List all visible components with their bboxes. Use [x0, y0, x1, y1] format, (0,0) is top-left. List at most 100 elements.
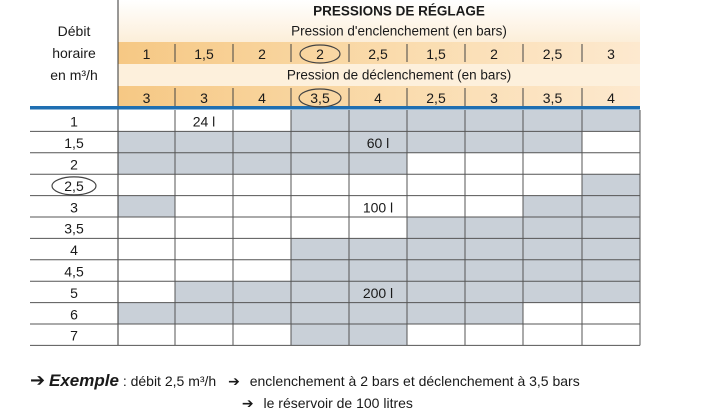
- volume-label: 24 l: [193, 114, 216, 130]
- row-label: 1: [70, 114, 78, 130]
- enclenchement-value: 3: [607, 46, 615, 62]
- shaded-cell: [291, 281, 349, 303]
- volume-label: 60 l: [367, 135, 390, 151]
- shaded-cell: [523, 110, 582, 132]
- shaded-cell: [175, 281, 233, 303]
- arrow-right-icon: ➔: [228, 373, 240, 389]
- enclenchement-title: Pression d'enclenchement (en bars): [291, 24, 507, 39]
- shaded-cell: [407, 131, 465, 153]
- shaded-cell: [291, 152, 349, 175]
- enclenchement-value: 2: [316, 46, 324, 62]
- declenchement-value: 4: [374, 90, 382, 106]
- declenchement-value: 2,5: [426, 90, 446, 106]
- enclenchement-value: 2: [258, 46, 266, 62]
- shaded-cell: [118, 195, 175, 217]
- shaded-cell: [582, 281, 640, 303]
- highlight-circle: [298, 88, 342, 108]
- shaded-cell: [291, 238, 349, 260]
- declenchement-value: 4: [607, 90, 615, 106]
- shaded-cell: [291, 324, 349, 346]
- shaded-cell: [465, 110, 523, 132]
- shaded-cell: [291, 259, 349, 282]
- declenchement-title: Pression de déclenchement (en bars): [287, 68, 511, 83]
- shaded-cell: [465, 259, 523, 282]
- header-rule: [30, 106, 640, 110]
- shaded-cell: [582, 259, 640, 282]
- row-label: 4: [70, 242, 78, 258]
- row-label: 6: [70, 306, 78, 322]
- shaded-cell: [233, 302, 291, 324]
- main-title: PRESSIONS DE RÉGLAGE: [313, 4, 485, 19]
- declenchement-value: 3: [490, 90, 498, 106]
- row-label: 1,5: [64, 135, 84, 151]
- shaded-cell: [349, 110, 407, 132]
- row-label: 3,5: [64, 221, 84, 237]
- shaded-cell: [175, 131, 233, 153]
- shaded-cell: [175, 302, 233, 324]
- example-line-2: ➔ le réservoir de 100 litres: [30, 395, 413, 412]
- shaded-cell: [349, 324, 407, 346]
- row-label: 2: [70, 157, 78, 173]
- row-header-label: horaire: [52, 45, 96, 61]
- shaded-cell: [407, 281, 465, 303]
- shaded-cell: [523, 281, 582, 303]
- shaded-cell: [582, 174, 640, 196]
- shaded-cell: [349, 238, 407, 260]
- enclenchement-value: 2,5: [543, 46, 563, 62]
- shaded-cell: [407, 259, 465, 282]
- shaded-cell: [465, 217, 523, 239]
- shaded-cell: [291, 302, 349, 324]
- declenchement-value: 4: [258, 90, 266, 106]
- shaded-cell: [582, 195, 640, 217]
- enclenchement-value: 1: [143, 46, 151, 62]
- shaded-cell: [523, 131, 582, 153]
- arrow-right-icon: ➔: [30, 370, 46, 390]
- shaded-cell: [233, 281, 291, 303]
- example-result-2: le réservoir de 100 litres: [263, 395, 413, 411]
- shaded-cell: [523, 238, 582, 260]
- declenchement-value: 3,5: [543, 90, 563, 106]
- shaded-cell: [407, 302, 465, 324]
- row-label: 4,5: [64, 264, 84, 280]
- shaded-cell: [407, 238, 465, 260]
- shaded-cell: [118, 152, 175, 175]
- shaded-cell: [465, 131, 523, 153]
- arrow-right-icon: ➔: [241, 395, 254, 411]
- shaded-cell: [523, 259, 582, 282]
- example-result-1: enclenchement à 2 bars et déclenchement …: [249, 373, 580, 389]
- shaded-cell: [349, 259, 407, 282]
- shaded-cell: [582, 217, 640, 239]
- shaded-cell: [523, 195, 582, 217]
- row-label: 5: [70, 285, 78, 301]
- pressure-table: PRESSIONS DE RÉGLAGE Pression d'enclenche…: [30, 0, 641, 346]
- shaded-cell: [291, 131, 349, 153]
- shaded-cell: [465, 302, 523, 324]
- shaded-cell: [582, 238, 640, 260]
- row-header-label: en m³/h: [50, 67, 97, 83]
- shaded-cell: [407, 217, 465, 239]
- shaded-cell: [291, 110, 349, 132]
- row-label: 7: [70, 328, 78, 344]
- highlight-circle: [299, 44, 341, 64]
- shaded-cell: [349, 131, 407, 153]
- declenchement-value: 3: [200, 90, 208, 106]
- row-header-label: Débit: [58, 23, 91, 39]
- shaded-cell: [349, 281, 407, 303]
- shaded-cell: [465, 238, 523, 260]
- highlight-circle: [51, 176, 97, 196]
- shaded-cell: [233, 152, 291, 175]
- example-line: ➔ Exemple : débit 2,5 m³/h ➔ enclencheme…: [30, 370, 580, 391]
- enclenchement-value: 1,5: [194, 46, 214, 62]
- shaded-cell: [523, 217, 582, 239]
- declenchement-value: 3: [143, 90, 151, 106]
- example-label: Exemple: [48, 371, 119, 390]
- row-label: 3: [70, 199, 78, 215]
- shaded-cell: [175, 152, 233, 175]
- shaded-cell: [407, 110, 465, 132]
- declenchement-value: 3,5: [310, 90, 330, 106]
- volume-label: 100 l: [363, 199, 393, 215]
- shaded-cell: [118, 131, 175, 153]
- enclenchement-value: 1,5: [426, 46, 446, 62]
- shaded-cell: [349, 302, 407, 324]
- shaded-cell: [233, 131, 291, 153]
